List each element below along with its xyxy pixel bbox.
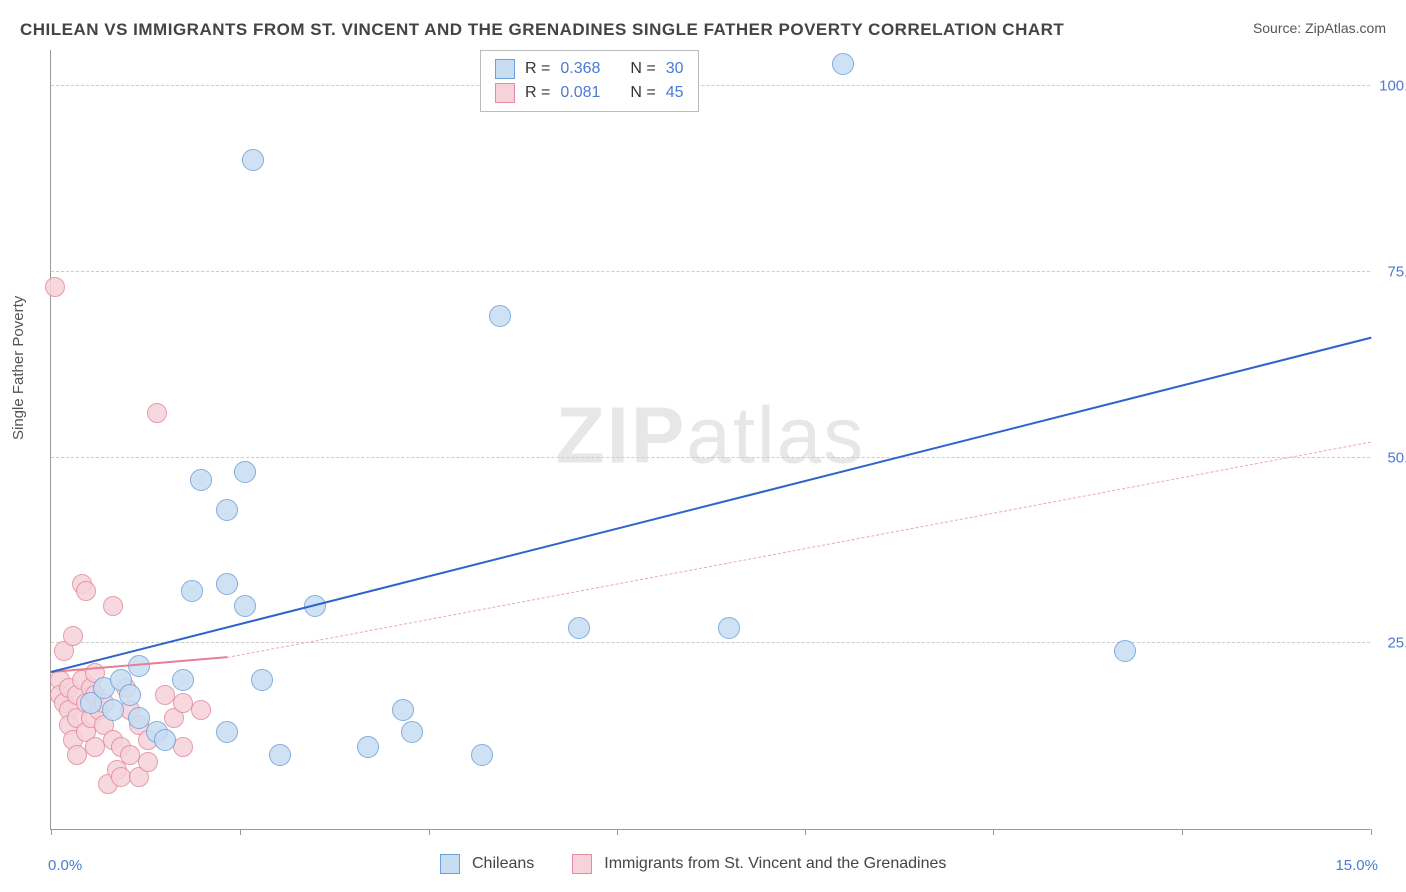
legend-swatch-svg (572, 854, 592, 874)
source-label: Source: ZipAtlas.com (1253, 20, 1386, 36)
y-tick-label: 50.0% (1375, 449, 1406, 466)
data-point (392, 699, 414, 721)
data-point (234, 595, 256, 617)
data-point (269, 744, 291, 766)
y-tick-label: 100.0% (1375, 78, 1406, 95)
data-point (63, 626, 83, 646)
data-point (568, 617, 590, 639)
trend-line (227, 442, 1371, 658)
gridline (51, 271, 1370, 272)
data-point (471, 744, 493, 766)
data-point (832, 53, 854, 75)
data-point (191, 700, 211, 720)
data-point (234, 461, 256, 483)
data-point (718, 617, 740, 639)
chart-title: CHILEAN VS IMMIGRANTS FROM ST. VINCENT A… (20, 20, 1064, 40)
data-point (172, 669, 194, 691)
data-point (147, 403, 167, 423)
data-point (216, 573, 238, 595)
data-point (251, 669, 273, 691)
legend-swatch-chileans (440, 854, 460, 874)
scatter-plot-area: ZIPatlas 25.0%50.0%75.0%100.0% (50, 50, 1370, 830)
x-tick (1182, 829, 1183, 835)
gridline (51, 642, 1370, 643)
gridline (51, 85, 1370, 86)
data-point (242, 149, 264, 171)
data-point (181, 580, 203, 602)
gridline (51, 457, 1370, 458)
y-tick-label: 75.0% (1375, 263, 1406, 280)
x-tick (805, 829, 806, 835)
data-point (216, 499, 238, 521)
y-axis-label: Single Father Poverty (10, 296, 27, 440)
legend-label-a: Chileans (472, 855, 534, 873)
data-point (76, 581, 96, 601)
x-tick (617, 829, 618, 835)
data-point (103, 596, 123, 616)
x-tick-max: 15.0% (1335, 857, 1378, 874)
data-point (357, 736, 379, 758)
watermark: ZIPatlas (556, 389, 865, 481)
x-tick (51, 829, 52, 835)
x-tick (429, 829, 430, 835)
legend-swatch-b (495, 83, 515, 103)
legend-swatch-a (495, 59, 515, 79)
data-point (190, 469, 212, 491)
x-tick-min: 0.0% (48, 857, 82, 874)
trend-line (51, 337, 1371, 673)
legend-label-b: Immigrants from St. Vincent and the Gren… (604, 855, 946, 873)
series-legend: Chileans Immigrants from St. Vincent and… (440, 854, 946, 874)
data-point (401, 721, 423, 743)
y-tick-label: 25.0% (1375, 635, 1406, 652)
legend-row-a: R = 0.368 N = 30 (495, 57, 684, 81)
data-point (154, 729, 176, 751)
data-point (216, 721, 238, 743)
data-point (489, 305, 511, 327)
data-point (1114, 640, 1136, 662)
data-point (119, 684, 141, 706)
x-tick (1371, 829, 1372, 835)
data-point (45, 277, 65, 297)
x-tick (240, 829, 241, 835)
legend-row-b: R = 0.081 N = 45 (495, 81, 684, 105)
x-tick (993, 829, 994, 835)
data-point (138, 752, 158, 772)
data-point (102, 699, 124, 721)
correlation-legend: R = 0.368 N = 30 R = 0.081 N = 45 (480, 50, 699, 112)
